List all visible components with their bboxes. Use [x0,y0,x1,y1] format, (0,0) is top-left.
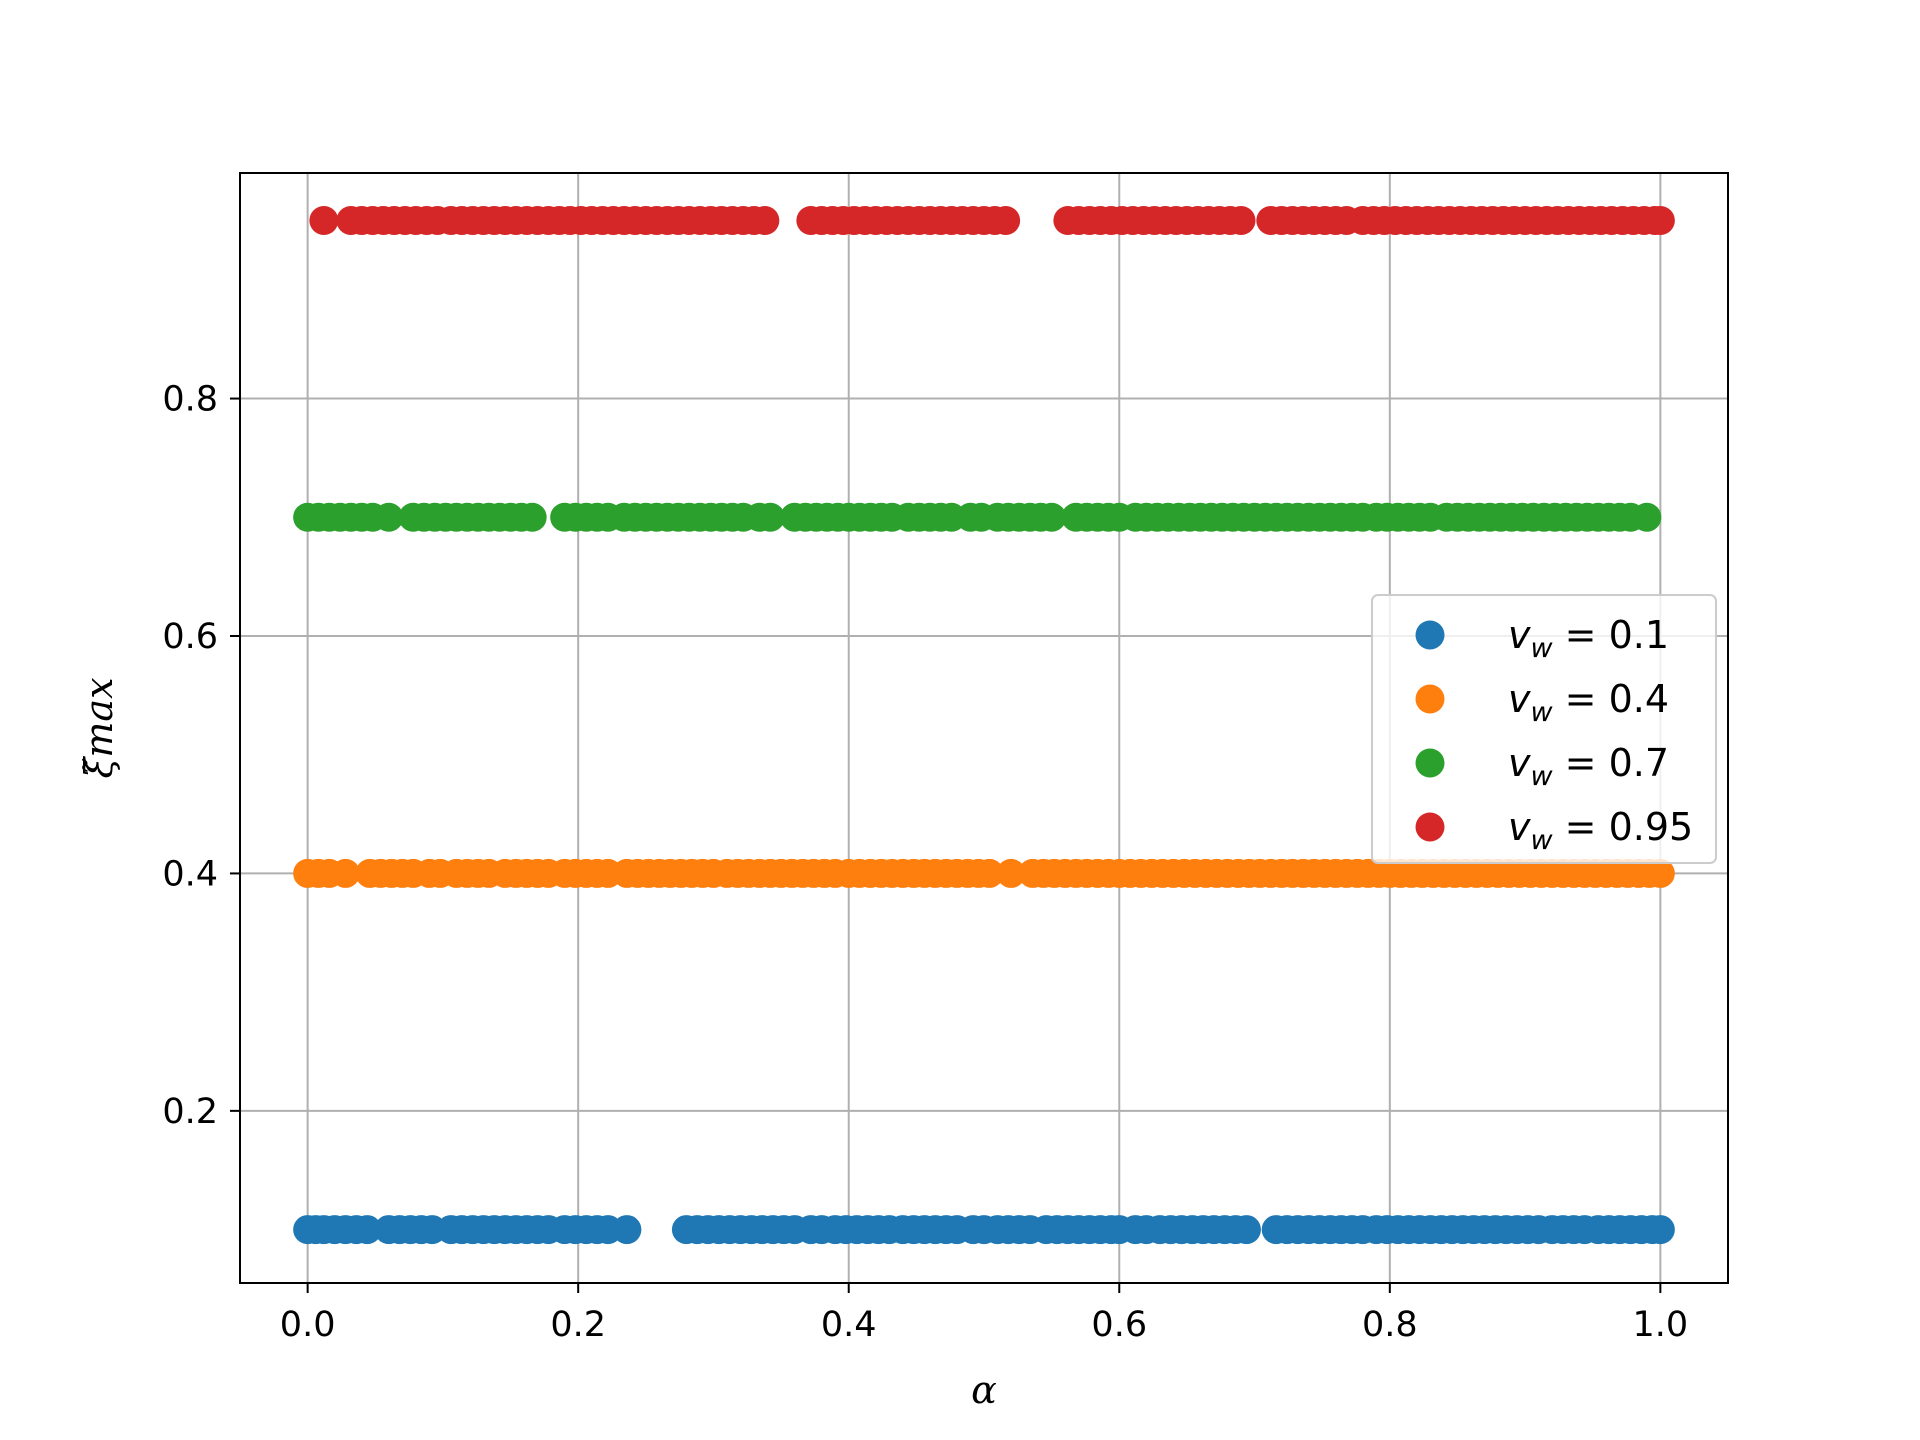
y-tick-label: 0.8 [162,380,218,420]
legend-box [1371,594,1717,864]
data-point [1231,1215,1261,1245]
data-point [612,1215,642,1245]
legend-marker [1415,620,1445,650]
data-point [750,205,780,235]
x-tick-label: 0.2 [550,1305,606,1345]
data-point [352,1215,382,1245]
data-point [1645,1215,1675,1245]
x-axis-label: α [971,1368,997,1412]
x-tick-label: 0.0 [280,1305,336,1345]
series-4-points [309,205,1675,235]
x-tick-label: 0.4 [821,1305,877,1345]
y-tick-label: 0.2 [162,1092,218,1132]
y-axis-label: ξ̃max [77,677,121,778]
series-1-points [293,1215,1675,1245]
legend-label: vw = 0.7 [1508,741,1669,792]
legend-label: vw = 0.4 [1508,677,1669,728]
series-2-points [293,858,1675,888]
legend: vw = 0.1 vw = 0.4 vw = 0.7 vw = 0.95 [1371,594,1717,864]
data-point [974,858,1004,888]
legend-label: vw = 0.1 [1508,613,1669,664]
y-tick-label: 0.6 [162,617,218,657]
data-point [331,858,361,888]
data-point [374,502,404,532]
legend-marker [1415,748,1445,778]
legend-marker [1415,812,1445,842]
legend-label: vw = 0.95 [1508,805,1693,856]
data-point [996,858,1026,888]
x-tick-label: 0.6 [1091,1305,1147,1345]
data-points [293,205,1675,1245]
data-point [991,205,1021,235]
data-point [1037,502,1067,532]
series-3-points [293,502,1662,532]
legend-marker [1415,684,1445,714]
data-point [1645,205,1675,235]
data-point [309,205,339,235]
axis-ticks: 0.0 0.2 0.4 0.6 0.8 1.0 0.2 0.4 0.6 0.8 [162,380,1688,1345]
data-point [1645,858,1675,888]
plot-frame [239,172,1729,1284]
y-tick-label: 0.4 [162,854,218,894]
x-tick-label: 0.8 [1362,1305,1418,1345]
data-point [755,502,785,532]
data-point [517,502,547,532]
x-tick-label: 1.0 [1633,1305,1689,1345]
data-point [1632,502,1662,532]
data-point [1226,205,1256,235]
